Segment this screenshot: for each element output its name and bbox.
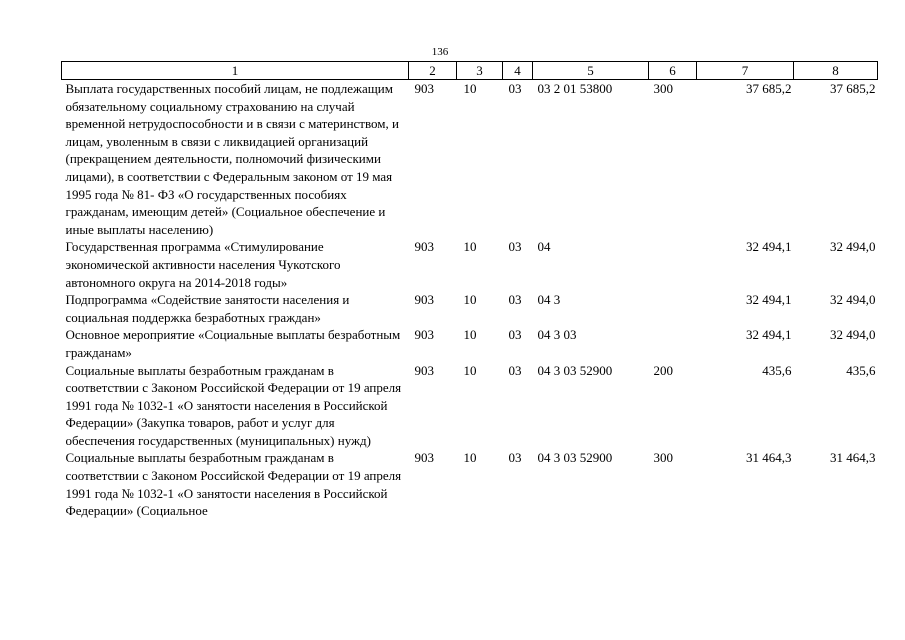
- row-col-5: 04 3: [537, 292, 561, 308]
- row-description: Государственная программа «Стимулировани…: [65, 239, 341, 290]
- row-description: Подпрограмма «Содействие занятости насел…: [65, 292, 350, 325]
- row-col-2: 903: [414, 81, 435, 96]
- table-body: Выплата государственных пособий лицам, н…: [62, 80, 878, 520]
- row-col-6: 300: [653, 450, 674, 466]
- row-col-2: 903: [414, 362, 435, 378]
- row-col-5: 04 3 03 52900: [537, 362, 613, 378]
- page-number: 136: [431, 46, 449, 58]
- row-col-2: 903: [414, 327, 435, 343]
- header-col-8: 8: [793, 61, 878, 80]
- row-col-3: 10: [463, 362, 477, 378]
- row-col-7: 32 494,1: [746, 292, 792, 308]
- header-row: 1 2 3 4 5 6 7 8: [61, 61, 878, 80]
- row-col-6: [649, 238, 697, 291]
- row-col-2: 903: [414, 292, 435, 308]
- table-row: Основное мероприятие «Социальные выплаты…: [62, 326, 878, 361]
- row-col-3: 10: [463, 81, 477, 96]
- row-col-6: [649, 291, 697, 326]
- row-col-6: 300: [653, 81, 674, 96]
- row-col-5: 04: [537, 239, 551, 255]
- row-col-2: 903: [414, 450, 435, 466]
- row-col-2: 903: [414, 239, 435, 255]
- row-col-7: 435,6: [762, 362, 792, 378]
- table-header: 1 2 3 4 5 6 7 8: [61, 61, 878, 80]
- row-col-3: 10: [463, 292, 477, 308]
- header-col-3: 3: [456, 61, 503, 80]
- row-col-7: 31 464,3: [746, 450, 792, 466]
- row-description: Основное мероприятие «Социальные выплаты…: [65, 327, 401, 360]
- header-col-6: 6: [648, 61, 697, 80]
- row-description: Выплата государственных пособий лицам, н…: [65, 81, 399, 237]
- row-col-4: 03: [508, 362, 522, 378]
- header-col-4: 4: [502, 61, 533, 80]
- row-col-8: 37 685,2: [830, 81, 876, 96]
- row-col-4: 03: [508, 327, 522, 343]
- row-col-7: 32 494,1: [746, 327, 792, 343]
- header-col-7: 7: [696, 61, 794, 80]
- row-col-8: 31 464,3: [830, 450, 876, 466]
- row-description: Социальные выплаты безработным гражданам…: [65, 450, 402, 519]
- row-col-8: 32 494,0: [830, 292, 876, 308]
- table-row: Выплата государственных пособий лицам, н…: [62, 80, 878, 239]
- row-col-4: 03: [508, 239, 522, 255]
- row-col-6: 200: [653, 362, 674, 378]
- row-col-4: 03: [508, 292, 522, 308]
- row-col-8: 435,6: [846, 362, 876, 378]
- row-col-3: 10: [463, 239, 477, 255]
- row-col-6: [649, 326, 697, 361]
- row-col-3: 10: [463, 327, 477, 343]
- table-row: Социальные выплаты безработным гражданам…: [62, 449, 878, 519]
- row-col-3: 10: [463, 450, 477, 466]
- row-col-7: 37 685,2: [746, 81, 792, 96]
- row-col-7: 32 494,1: [746, 239, 792, 255]
- header-col-2: 2: [408, 61, 457, 80]
- row-col-8: 32 494,0: [830, 239, 876, 255]
- budget-table: 1 2 3 4 5 6 7 8 Выплата государственных …: [61, 61, 878, 520]
- table-row: Государственная программа «Стимулировани…: [62, 238, 878, 291]
- row-col-4: 03: [508, 81, 522, 96]
- row-col-4: 03: [508, 450, 522, 466]
- table-row: Подпрограмма «Содействие занятости насел…: [62, 291, 878, 326]
- header-col-5: 5: [532, 61, 649, 80]
- table-row: Социальные выплаты безработным гражданам…: [62, 362, 878, 450]
- header-col-1: 1: [61, 61, 409, 80]
- row-col-5: 03 2 01 53800: [537, 81, 613, 96]
- row-col-8: 32 494,0: [830, 327, 876, 343]
- row-col-5: 04 3 03: [537, 327, 577, 343]
- row-description: Социальные выплаты безработным гражданам…: [65, 362, 402, 448]
- row-col-5: 04 3 03 52900: [537, 450, 613, 466]
